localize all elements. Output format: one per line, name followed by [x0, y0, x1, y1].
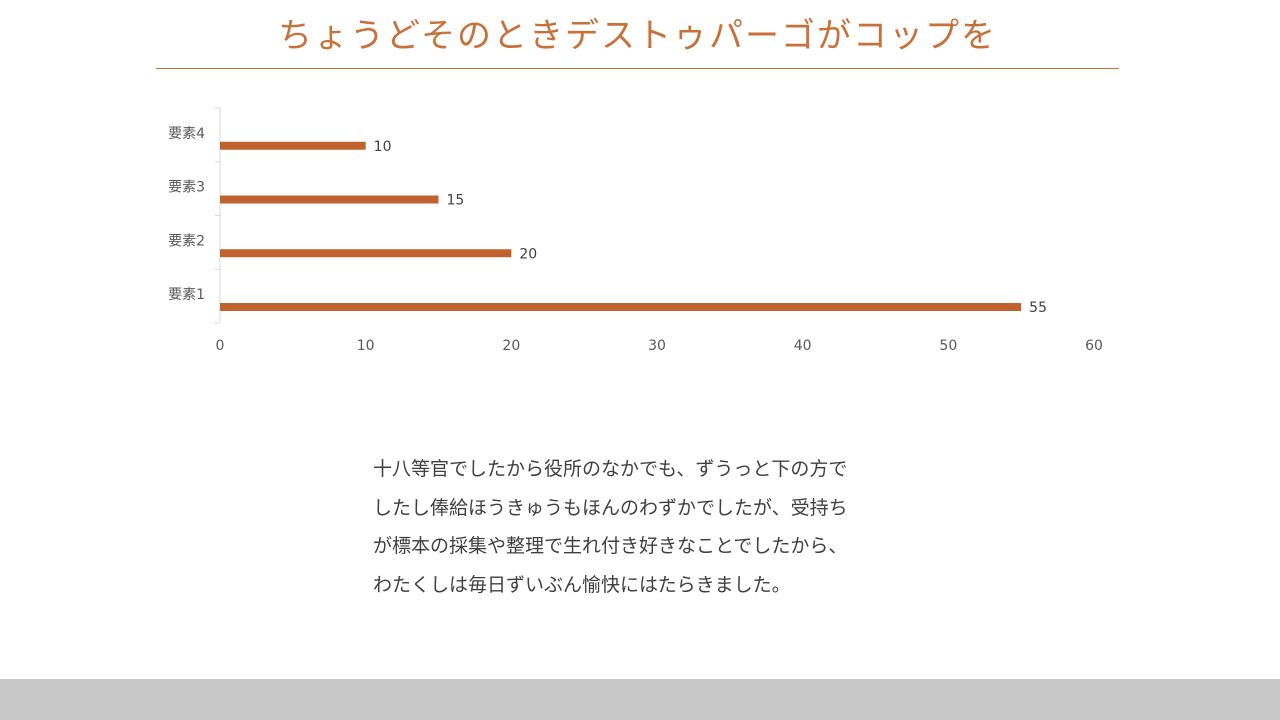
x-tick-label-50: 50: [939, 338, 957, 354]
body-line-3: が標本の採集や整理で生れ付き好きなことでしたから、: [373, 535, 848, 557]
footer-band: [0, 679, 1280, 720]
category-label-2: 要素2: [168, 233, 205, 249]
bar-1: [220, 303, 1022, 311]
body-line-2: したし俸給ほうきゅうもほんのわずかでしたが、受持ち: [373, 496, 848, 519]
data-label-3: 15: [447, 193, 465, 209]
x-tick-label-0: 0: [216, 338, 225, 354]
category-label-4: 要素4: [168, 126, 205, 142]
bar-chart: 要素1 55 要素2 20 要素3 15 要素4 10 0 10 20 30 40 50 60: [168, 107, 1103, 354]
category-label-3: 要素3: [168, 180, 205, 196]
bar-4: [220, 141, 366, 150]
body-line-4: わたくしは毎日ずいぶん愉快にはたらきました。: [373, 573, 791, 596]
title-divider: [156, 68, 1119, 69]
data-label-1: 55: [1029, 300, 1047, 316]
x-tick-label-20: 20: [502, 338, 520, 354]
slide-title: ちょうどそのときデストゥパーゴがコップを: [278, 16, 997, 56]
bar-3: [220, 195, 439, 204]
x-tick-label-60: 60: [1085, 338, 1103, 354]
data-label-2: 20: [519, 246, 537, 262]
x-tick-label-40: 40: [794, 338, 812, 354]
x-tick-label-30: 30: [648, 338, 666, 354]
category-label-1: 要素1: [168, 287, 205, 303]
x-tick-label-10: 10: [357, 338, 375, 354]
body-text: 十八等官でしたから役所のなかでも、ずうっと下の方で したし俸給ほうきゅうもほんの…: [373, 450, 933, 604]
data-label-4: 10: [374, 139, 392, 155]
bar-2: [220, 249, 512, 258]
body-line-1: 十八等官でしたから役所のなかでも、ずうっと下の方で: [373, 458, 848, 480]
